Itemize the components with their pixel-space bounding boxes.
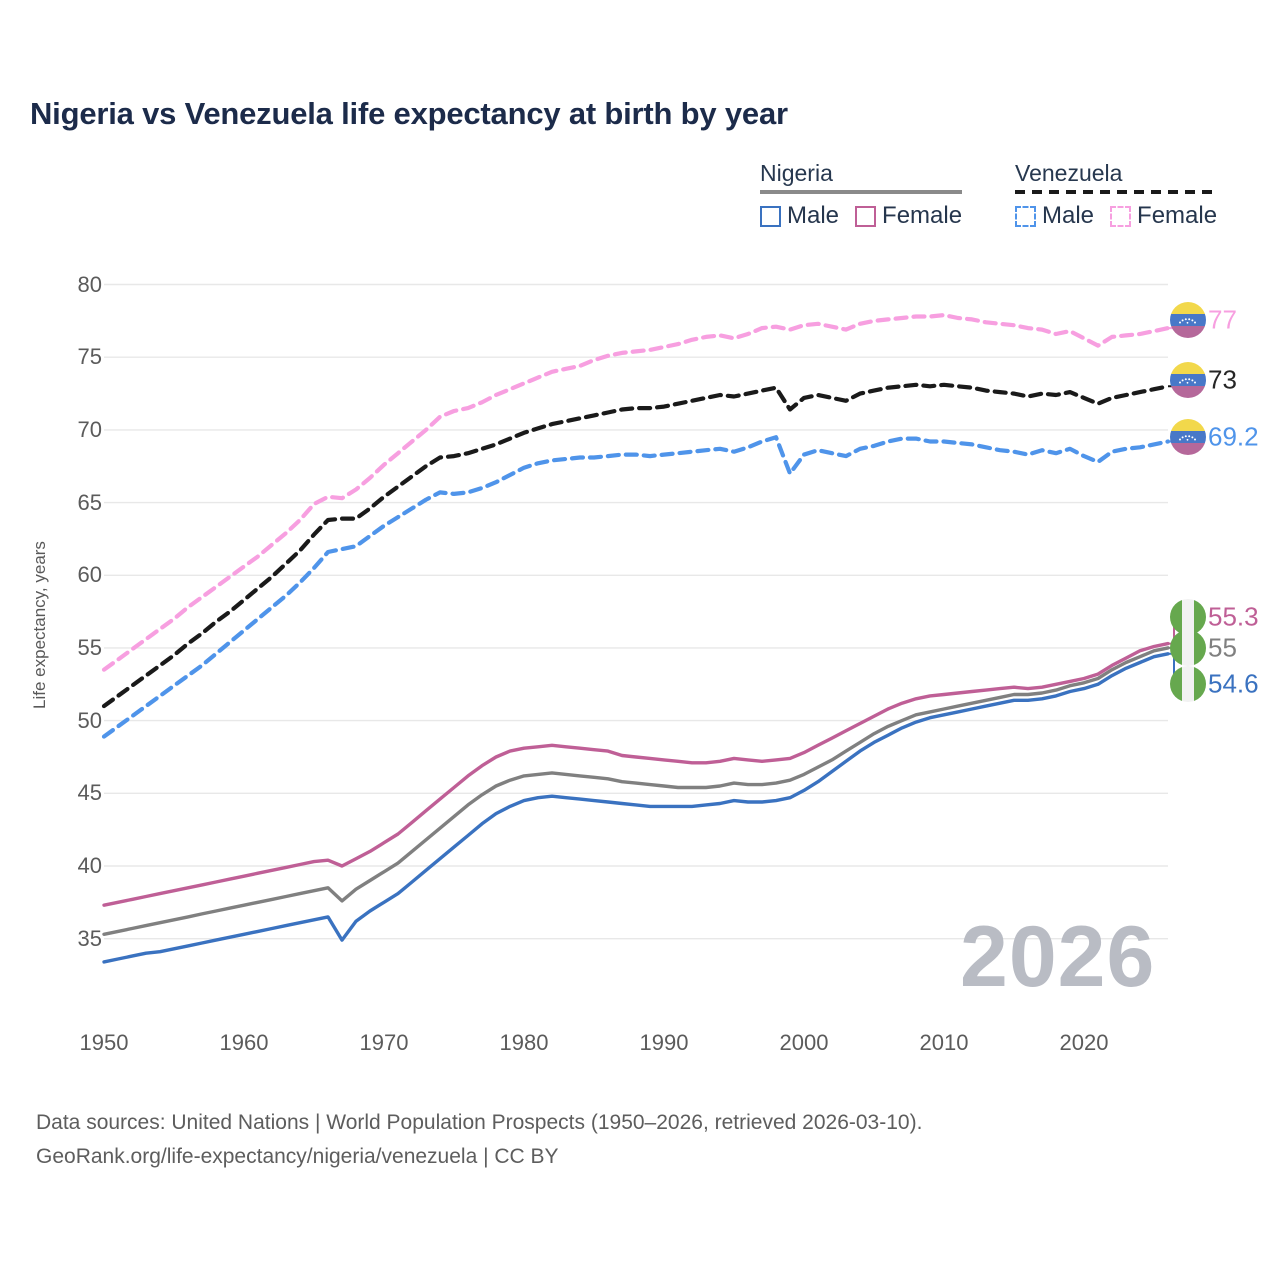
footer-line-attribution: GeoRank.org/life-expectancy/nigeria/vene… — [36, 1145, 559, 1168]
y-axis-tick-label: 45 — [77, 780, 102, 806]
legend-item-venezuela-female[interactable]: Female — [1110, 202, 1217, 230]
legend-group-venezuela: Venezuela Male Female — [1015, 160, 1218, 230]
series-line — [101, 382, 1171, 709]
legend-country-nigeria: Nigeria — [760, 160, 833, 186]
flag-marker-venezuela-icon — [1170, 302, 1206, 338]
chart-legend: Nigeria Male Female Venezuela Male — [760, 160, 1250, 240]
series-line — [101, 435, 1171, 739]
legend-rule-nigeria — [760, 190, 963, 194]
flag-marker-nigeria-icon — [1170, 599, 1206, 635]
end-value-label: 77 — [1208, 304, 1237, 335]
series-line — [101, 313, 1171, 672]
y-axis-tick-label: 80 — [77, 271, 102, 297]
end-value-label: 55 — [1208, 632, 1237, 663]
y-axis-tick-label: 60 — [77, 562, 102, 588]
legend-swatch-icon-nigeria-male — [760, 205, 781, 227]
legend-swatch-icon-venezuela-male — [1015, 205, 1036, 227]
x-axis-tick-label: 2000 — [779, 1030, 829, 1055]
end-value-label: 69.2 — [1208, 421, 1259, 452]
y-axis-tick-label: 65 — [77, 489, 102, 515]
legend-label-nigeria-male: Male — [787, 202, 840, 229]
year-watermark: 2026 — [960, 909, 1156, 1005]
y-axis-tick-label: 40 — [77, 852, 102, 878]
series-line — [102, 641, 1170, 907]
legend-item-nigeria-male[interactable]: Male — [760, 202, 839, 230]
x-axis-tick-label: 1980 — [499, 1030, 549, 1055]
flag-marker-venezuela-icon — [1170, 362, 1206, 398]
legend-rule-venezuela — [1015, 190, 1218, 194]
legend-swatch-icon-nigeria-female — [855, 205, 877, 227]
legend-group-nigeria: Nigeria Male Female — [760, 160, 963, 230]
end-value-label: 73 — [1208, 364, 1237, 395]
x-axis-tick-label: 1990 — [639, 1030, 689, 1055]
x-axis-tick-label: 2020 — [1059, 1030, 1109, 1055]
y-axis-tick-label: 70 — [77, 416, 102, 442]
chart-series-layer — [101, 313, 1171, 964]
legend-item-venezuela-male[interactable]: Male — [1015, 202, 1094, 230]
end-value-label: 55.3 — [1208, 601, 1259, 632]
footer: Data sources: United Nations | World Pop… — [36, 1106, 922, 1174]
flag-marker-nigeria-icon — [1170, 630, 1206, 666]
end-value-label: 54.6 — [1208, 668, 1259, 699]
y-axis-tick-label: 55 — [77, 634, 102, 660]
legend-label-venezuela-male: Male — [1042, 202, 1095, 229]
legend-item-nigeria-female[interactable]: Female — [855, 202, 962, 230]
chart-gridlines — [104, 283, 1168, 940]
x-axis-tick-label: 1970 — [359, 1030, 409, 1055]
legend-swatch-icon-venezuela-female — [1110, 205, 1132, 227]
y-axis-tick-label: 50 — [77, 707, 102, 733]
flag-marker-venezuela-icon — [1170, 419, 1206, 455]
legend-country-venezuela: Venezuela — [1015, 160, 1123, 186]
series-line — [102, 646, 1170, 936]
flag-marker-nigeria-icon — [1170, 666, 1206, 702]
x-axis-tick-label: 1960 — [219, 1030, 269, 1055]
legend-label-nigeria-female: Female — [882, 202, 963, 229]
y-axis-tick-label: 35 — [77, 925, 102, 951]
x-axis-tick-label: 1950 — [79, 1030, 129, 1055]
y-axis-tick-label: 75 — [77, 344, 102, 370]
footer-line-sources: Data sources: United Nations | World Pop… — [36, 1111, 923, 1134]
series-line — [102, 652, 1170, 964]
legend-label-venezuela-female: Female — [1137, 202, 1218, 229]
y-axis-ticks: 35 40 45 50 55 60 65 70 75 80 — [48, 0, 102, 1280]
page-title: Nigeria vs Venezuela life expectancy at … — [30, 96, 788, 131]
x-axis-tick-label: 2010 — [919, 1030, 969, 1055]
